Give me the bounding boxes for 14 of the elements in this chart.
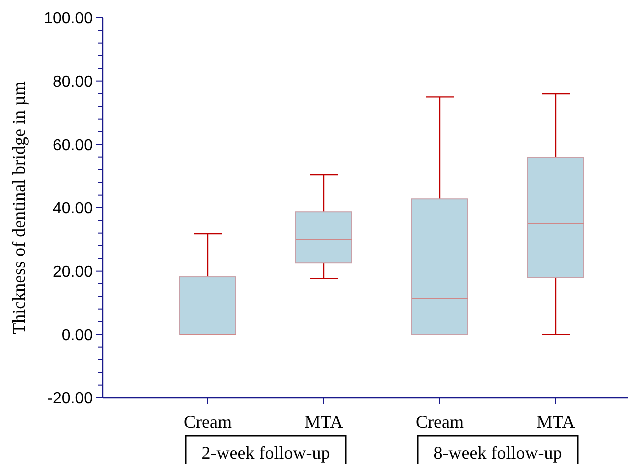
y-tick-label: 80.00 [52,74,94,91]
x-tick-label: Cream [184,412,232,432]
y-tick-label: 40.00 [52,200,94,218]
text: 2-week follow-up [202,443,330,463]
x-tick-label: Cream [416,412,464,432]
y-tick-label: -20.00 [48,390,94,408]
y-axis-title: Thickness of dentinal bridge in µm [9,82,29,334]
y-tick-label: 60.00 [52,137,94,154]
y-tick-label: 100.00 [44,10,94,28]
y-tick-label: 0.00 [62,327,94,344]
x-tick-label: MTA [536,412,576,432]
x-tick-label: MTA [304,412,344,432]
y-tick-label: 20.00 [52,264,94,281]
text: 8-week follow-up [434,443,562,463]
